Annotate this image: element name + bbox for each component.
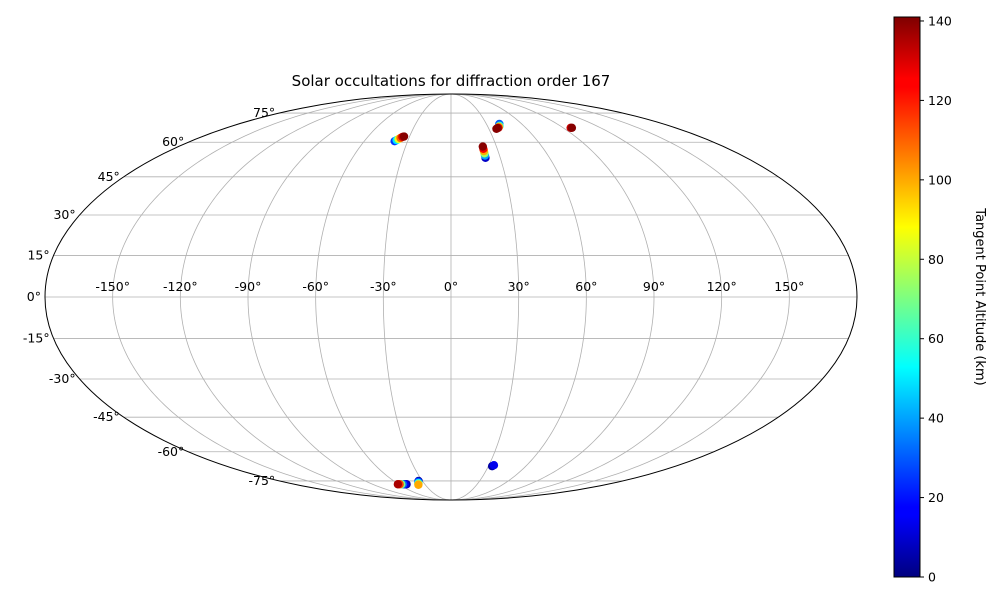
data-point	[478, 142, 488, 151]
colorbar-tick-label: 100	[928, 172, 952, 187]
colorbar-tick-label: 60	[928, 331, 944, 346]
longitude-tick-label: -150°	[95, 279, 130, 294]
longitude-tick-labels: -150° -120° -90° -60° -30° 0° 30° 60° 90° 120° 150…	[95, 279, 804, 294]
longitude-tick-label: 30°	[508, 279, 530, 294]
latitude-tick-label: 60°	[162, 134, 184, 149]
map-boundary	[44, 93, 858, 501]
colorbar-label: Tangent Point Altitude (km)	[972, 207, 987, 385]
latitude-tick-label: 30°	[53, 207, 75, 222]
data-points	[390, 119, 577, 489]
latitude-tick-labels: -75° -60° -45° -30° -15° 0° 15° 30° 45° 60° 75°	[23, 105, 275, 488]
data-point	[567, 123, 577, 132]
colorbar-tick-label: 140	[928, 13, 952, 28]
longitude-tick-label: -120°	[163, 279, 198, 294]
data-point	[492, 124, 501, 133]
longitude-tick-label: -30°	[370, 279, 397, 294]
longitude-tick-label: -60°	[302, 279, 329, 294]
latitude-tick-label: -60°	[158, 444, 185, 459]
longitude-tick-label: 60°	[575, 279, 597, 294]
latitude-tick-label: 15°	[27, 247, 49, 262]
colorbar-tick-label: 120	[928, 93, 952, 108]
latitude-tick-label: -45°	[93, 409, 120, 424]
colorbar-tick-label: 80	[928, 252, 944, 267]
latitude-tick-label: 75°	[253, 105, 275, 120]
latitude-tick-label: -30°	[49, 371, 76, 386]
latitude-tick-label: -15°	[23, 331, 50, 346]
latitude-tick-label: 0°	[27, 289, 41, 304]
data-point	[489, 461, 499, 470]
colorbar-gradient	[893, 16, 921, 578]
longitude-tick-label: 120°	[707, 279, 737, 294]
longitude-tick-label: 90°	[643, 279, 665, 294]
graticule	[45, 94, 857, 500]
colorbar-ticks: 0 20 40 60 80 100 120 140	[920, 13, 952, 585]
longitude-tick-label: 150°	[774, 279, 804, 294]
colorbar-tick-label: 0	[928, 570, 936, 585]
chart-title: Solar occultations for diffraction order…	[292, 72, 611, 90]
data-point	[414, 480, 423, 489]
colorbar-tick-label: 40	[928, 411, 944, 426]
colorbar: 0 20 40 60 80 100 120 140 Tangent Point Altitud…	[893, 13, 987, 585]
latitude-tick-label: 45°	[98, 169, 120, 184]
data-point	[399, 132, 409, 141]
colorbar-tick-label: 20	[928, 490, 944, 505]
longitude-tick-label: 0°	[444, 279, 458, 294]
longitude-tick-label: -90°	[235, 279, 262, 294]
latitude-tick-label: -75°	[249, 473, 276, 488]
data-point	[393, 480, 403, 489]
